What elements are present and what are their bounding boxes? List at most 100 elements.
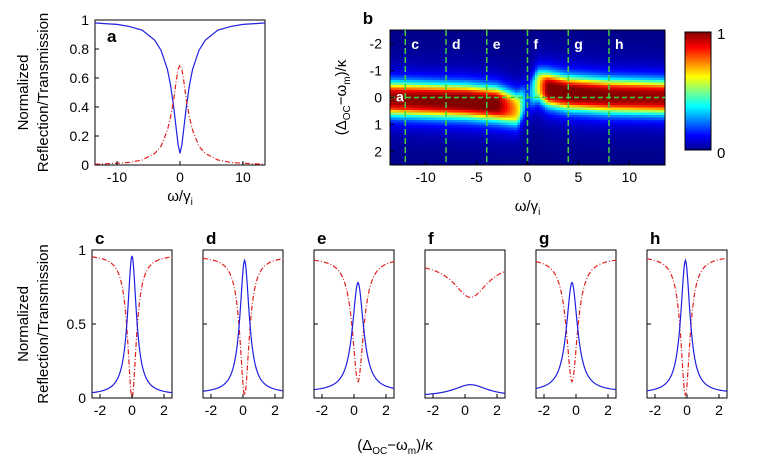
heatmap-cell xyxy=(417,140,421,143)
heatmap-cell xyxy=(500,30,503,33)
heatmap-cell xyxy=(475,37,478,41)
heatmap-cell xyxy=(412,70,416,73)
heatmap-cell xyxy=(475,150,478,153)
heatmap-cell xyxy=(572,30,576,33)
heatmap-cell xyxy=(495,132,498,136)
heatmap-cell xyxy=(617,85,621,88)
heatmap-cell xyxy=(447,122,451,126)
heatmap-cell xyxy=(422,35,426,38)
heatmap-cell xyxy=(400,80,403,83)
heatmap-cell xyxy=(467,140,471,143)
heatmap-cell xyxy=(410,67,413,71)
heatmap-cell xyxy=(585,35,588,38)
heatmap-cell xyxy=(537,30,541,33)
heatmap-cell xyxy=(487,35,491,38)
heatmap-cell xyxy=(490,47,493,51)
heatmap-cell xyxy=(532,30,536,33)
heatmap-cell xyxy=(590,127,593,131)
heatmap-cell xyxy=(557,72,561,76)
heatmap-cell xyxy=(562,30,566,33)
heatmap-cell xyxy=(502,30,506,33)
heatmap-cell xyxy=(595,102,598,106)
heatmap-cell xyxy=(507,50,511,53)
heatmap-cell xyxy=(587,45,591,48)
heatmap-cell xyxy=(535,122,538,126)
heatmap-cell xyxy=(415,140,418,143)
heatmap-cell xyxy=(615,150,618,153)
heatmap-cell xyxy=(392,147,396,151)
heatmap-cell xyxy=(470,127,473,131)
heatmap-cell xyxy=(435,90,438,93)
heatmap-cell xyxy=(422,37,426,41)
heatmap-cell xyxy=(457,100,461,103)
heatmap-cell xyxy=(597,162,601,165)
heatmap-cell xyxy=(600,40,603,43)
heatmap-cell xyxy=(617,52,621,56)
heatmap-cell xyxy=(575,140,578,143)
heatmap-cell xyxy=(495,150,498,153)
heatmap-cell xyxy=(507,132,511,136)
heatmap-cell xyxy=(495,65,498,68)
heatmap-cell xyxy=(610,50,613,53)
heatmap-cell xyxy=(602,157,606,161)
heatmap-cell xyxy=(400,150,403,153)
heatmap-cell xyxy=(535,112,538,116)
heatmap-cell xyxy=(530,57,533,61)
heatmap-cell xyxy=(527,155,531,158)
heatmap-cell xyxy=(497,50,501,53)
heatmap-cell xyxy=(540,65,543,68)
heatmap-cell xyxy=(497,160,501,163)
heatmap-cell xyxy=(570,120,573,123)
heatmap-cell xyxy=(462,130,466,133)
heatmap-cell xyxy=(502,55,506,58)
heatmap-cell xyxy=(467,102,471,106)
heatmap-cell xyxy=(467,72,471,76)
heatmap-cell xyxy=(405,45,408,48)
heatmap-cell xyxy=(530,95,533,98)
heatmap-cell xyxy=(610,100,613,103)
heatmap-cell xyxy=(487,42,491,46)
heatmap-cell xyxy=(585,47,588,51)
heatmap-cell xyxy=(580,127,583,131)
heatmap-cell xyxy=(545,55,548,58)
heatmap-cell xyxy=(525,52,528,56)
heatmap-cell xyxy=(592,127,596,131)
heatmap-cell xyxy=(447,127,451,131)
heatmap-cell xyxy=(440,137,443,141)
heatmap-cell xyxy=(575,132,578,136)
heatmap-cell xyxy=(435,50,438,53)
heatmap-cell xyxy=(467,122,471,126)
heatmap-cell xyxy=(480,50,483,53)
heatmap-cell xyxy=(570,37,573,41)
heatmap-cell xyxy=(575,57,578,61)
heatmap-cell xyxy=(522,122,526,126)
heatmap-cell xyxy=(482,72,486,76)
heatmap-cell xyxy=(607,162,611,165)
heatmap-cell xyxy=(537,107,541,111)
heatmap-cell xyxy=(587,105,591,108)
heatmap-cell xyxy=(555,57,558,61)
heatmap-cell xyxy=(555,80,558,83)
heatmap-cell xyxy=(615,145,618,148)
heatmap-cell xyxy=(467,32,471,36)
heatmap-cell xyxy=(587,75,591,78)
heatmap-cell xyxy=(575,40,578,43)
heatmap-cell xyxy=(457,132,461,136)
heatmap-cell xyxy=(615,97,618,101)
heatmap-cell xyxy=(422,122,426,126)
heatmap-cell xyxy=(480,105,483,108)
heatmap-cell xyxy=(445,62,448,66)
heatmap-cell xyxy=(432,92,436,96)
heatmap-cell xyxy=(440,117,443,121)
heatmap-cell xyxy=(547,82,551,86)
heatmap-cell xyxy=(542,85,546,88)
heatmap-cell xyxy=(577,100,581,103)
heatmap-cell xyxy=(597,32,601,36)
heatmap-cell xyxy=(495,100,498,103)
heatmap-cell xyxy=(447,162,451,165)
heatmap-cell xyxy=(590,137,593,141)
heatmap-cell xyxy=(460,67,463,71)
heatmap-cell xyxy=(420,30,423,33)
heatmap-cell xyxy=(580,42,583,46)
heatmap-cell xyxy=(500,155,503,158)
